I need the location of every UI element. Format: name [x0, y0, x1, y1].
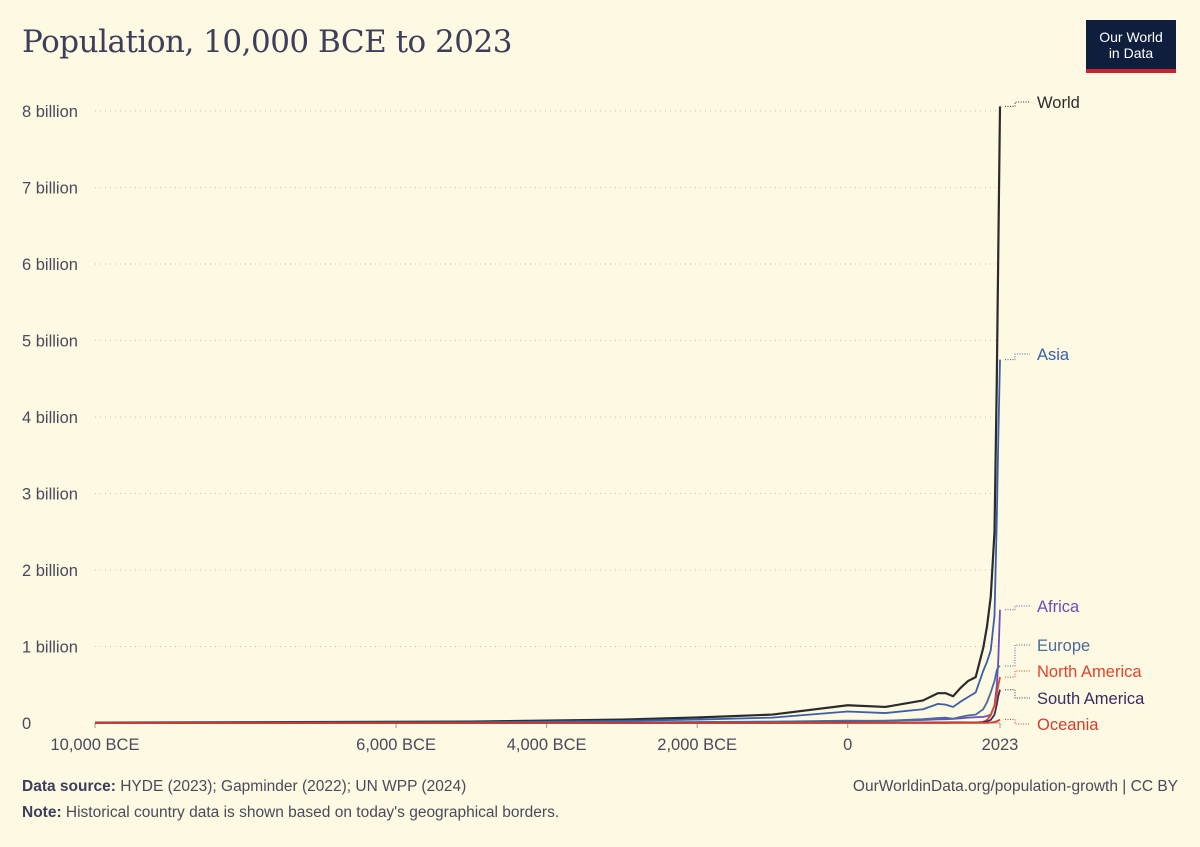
legend-connector — [1005, 689, 1030, 699]
legend-connector — [1005, 719, 1030, 725]
legend-label: Oceania — [1037, 716, 1099, 734]
y-tick-label: 6 billion — [22, 256, 78, 274]
legend-connector — [1005, 353, 1030, 361]
x-tick-label: 2,000 BCE — [657, 736, 737, 754]
series-line-asia — [94, 359, 1001, 724]
x-tick-label: 2023 — [982, 736, 1019, 754]
y-tick-label: 1 billion — [22, 639, 78, 657]
x-tick-label: 10,000 BCE — [51, 736, 140, 754]
x-tick-label: 0 — [843, 736, 852, 754]
logo-line-2: in Data — [1108, 45, 1154, 61]
y-tick-label: 3 billion — [22, 486, 78, 504]
series-line-north-america — [94, 676, 1001, 724]
data-source: Data source: HYDE (2023); Gapminder (202… — [22, 778, 466, 796]
owid-logo[interactable]: Our World in Data — [1086, 20, 1176, 73]
legend-connector — [1005, 605, 1030, 611]
source-text: HYDE (2023); Gapminder (2022); UN WPP (2… — [120, 778, 467, 795]
source-label: Data source: — [22, 778, 116, 795]
x-tick-label: 6,000 BCE — [356, 736, 436, 754]
legend-connector — [1005, 670, 1030, 678]
legend-label: Europe — [1037, 637, 1090, 655]
note-label: Note: — [22, 804, 62, 821]
legend-label: Asia — [1037, 346, 1070, 364]
series-line-oceania — [94, 718, 1001, 724]
y-tick-label: 4 billion — [22, 409, 78, 427]
legend-label: South America — [1037, 690, 1145, 708]
note-text: Historical country data is shown based o… — [65, 804, 560, 821]
series-line-europe — [94, 665, 1001, 724]
y-tick-label: 7 billion — [22, 180, 78, 198]
y-tick-label: 8 billion — [22, 103, 78, 121]
logo-line-1: Our World — [1099, 29, 1163, 45]
source-url-link[interactable]: OurWorldinData.org/population-growth | C… — [852, 778, 1178, 795]
legend-connector — [1005, 644, 1030, 667]
y-tick-label: 2 billion — [22, 562, 78, 580]
legend-label: Africa — [1037, 598, 1080, 616]
chart-title: Population, 10,000 BCE to 2023 — [22, 24, 512, 60]
series-line-world — [94, 106, 1002, 724]
y-tick-label: 0 — [22, 715, 31, 733]
x-tick-label: 4,000 BCE — [507, 736, 587, 754]
note: Note: Historical country data is shown b… — [22, 804, 559, 822]
y-tick-label: 5 billion — [22, 333, 78, 351]
legend-connector — [1005, 101, 1030, 107]
legend-label: North America — [1037, 663, 1142, 681]
legend-label: World — [1037, 94, 1080, 112]
